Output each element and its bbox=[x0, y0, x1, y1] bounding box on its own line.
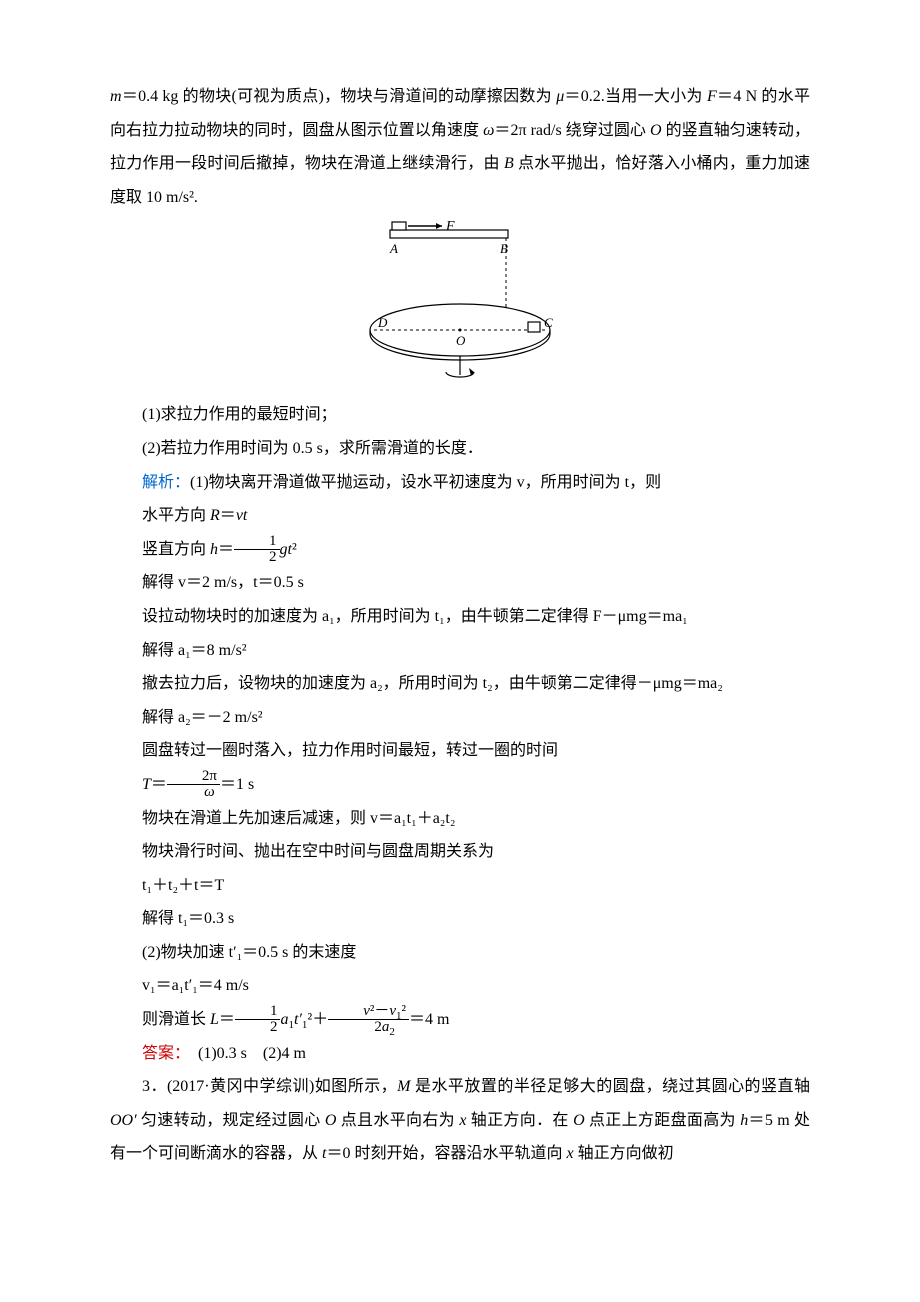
var-O: O bbox=[650, 122, 662, 139]
text: 是水平放置的半径足够大的圆盘，绕过其圆心的竖直轴 bbox=[411, 1078, 810, 1095]
solution-label: 解析： bbox=[142, 474, 190, 491]
label-m: m bbox=[394, 220, 403, 223]
var-O2: O bbox=[573, 1112, 585, 1129]
text: 轴正方向做初 bbox=[574, 1145, 674, 1162]
text: ＝ bbox=[151, 776, 167, 793]
label-D: D bbox=[377, 315, 388, 330]
text: ＋ bbox=[312, 1011, 328, 1028]
label-A: A bbox=[389, 241, 398, 256]
solution-line-14: 解得 t₁＝0.3 s bbox=[110, 902, 810, 936]
var-O: O bbox=[325, 1112, 337, 1129]
text: 轴正方向．在 bbox=[466, 1112, 573, 1129]
var-T: T bbox=[142, 776, 151, 793]
solution-line-6: 解得 a₁＝8 m/s² bbox=[110, 634, 810, 668]
label-F: F bbox=[445, 220, 455, 234]
solution-line-7: 撤去拉力后，设物块的加速度为 a₂，所用时间为 t₂，由牛顿第二定律得－μmg＝… bbox=[110, 667, 810, 701]
sq: ² bbox=[292, 541, 297, 558]
var-F: F bbox=[707, 88, 717, 105]
var-OO: OO′ bbox=[110, 1112, 137, 1129]
solution-line-8: 解得 a₂＝－2 m/s² bbox=[110, 701, 810, 735]
solution-line-1: 解析：(1)物块离开滑道做平抛运动，设水平初速度为 v，所用时间为 t，则 bbox=[110, 466, 810, 500]
text: ＝0.2.当用一大小为 bbox=[564, 88, 707, 105]
var-tp: t′ bbox=[294, 1011, 302, 1028]
solution-line-3: 竖直方向 h＝12gt² bbox=[110, 533, 810, 567]
intro-paragraph: m＝0.4 kg 的物块(可视为质点)，物块与滑道间的动摩擦因数为 μ＝0.2.… bbox=[110, 80, 810, 214]
solution-line-2: 水平方向 R＝vt bbox=[110, 499, 810, 533]
text: ＝0 时刻开始，容器沿水平轨道向 bbox=[326, 1145, 566, 1162]
label-B: B bbox=[500, 241, 508, 256]
solution-line-10: T＝2πω＝1 s bbox=[110, 768, 810, 802]
text: 点正上方距盘面高为 bbox=[585, 1112, 741, 1129]
solution-line-15: (2)物块加速 t′₁＝0.5 s 的末速度 bbox=[110, 936, 810, 970]
text: ＝4 m bbox=[409, 1011, 449, 1028]
var-R: R bbox=[210, 507, 220, 524]
fraction: 12 bbox=[234, 534, 280, 565]
question-2: (2)若拉力作用时间为 0.5 s，求所需滑道的长度． bbox=[110, 432, 810, 466]
solution-line-9: 圆盘转过一圈时落入，拉力作用时间最短，转过一圈的时间 bbox=[110, 734, 810, 768]
var-vt: vt bbox=[236, 507, 248, 524]
text: ＝ bbox=[220, 507, 236, 524]
label-O: O bbox=[456, 333, 466, 348]
var-gt: gt bbox=[280, 541, 292, 558]
text: ＝1 s bbox=[220, 776, 254, 793]
var-h: h bbox=[210, 541, 218, 558]
var-x2: x bbox=[566, 1145, 573, 1162]
var-B: B bbox=[504, 155, 514, 172]
answer-text: (1)0.3 s (2)4 m bbox=[182, 1045, 306, 1062]
text: (1)物块离开滑道做平抛运动，设水平初速度为 v，所用时间为 t，则 bbox=[190, 474, 661, 491]
solution-line-13: t₁＋t₂＋t＝T bbox=[110, 869, 810, 903]
var-m: m bbox=[110, 88, 122, 105]
text: ＝0.4 kg 的物块(可视为质点)，物块与滑道间的动摩擦因数为 bbox=[122, 88, 557, 105]
solution-line-12: 物块滑行时间、抛出在空中时间与圆盘周期关系为 bbox=[110, 835, 810, 869]
fraction: v²－v1²2a2 bbox=[328, 1004, 409, 1035]
text: 水平方向 bbox=[142, 507, 210, 524]
text: 则滑道长 bbox=[142, 1011, 210, 1028]
problem-3: 3．(2017·黄冈中学综训)如图所示，M 是水平放置的半径足够大的圆盘，绕过其… bbox=[110, 1070, 810, 1171]
text: ＝ bbox=[218, 541, 234, 558]
text: 匀速转动，规定经过圆心 bbox=[137, 1112, 325, 1129]
var-M: M bbox=[397, 1078, 410, 1095]
solution-line-11: 物块在滑道上先加速后减速，则 v＝a₁t₁＋a₂t₂ bbox=[110, 802, 810, 836]
text: ＝ bbox=[219, 1011, 235, 1028]
answer-label: 答案： bbox=[142, 1045, 182, 1062]
solution-line-16: v₁＝a₁t′₁＝4 m/s bbox=[110, 969, 810, 1003]
question-1: (1)求拉力作用的最短时间； bbox=[110, 398, 810, 432]
fraction: 12 bbox=[235, 1004, 281, 1035]
text: 3．(2017·黄冈中学综训)如图所示， bbox=[142, 1078, 397, 1095]
answer-line: 答案： (1)0.3 s (2)4 m bbox=[110, 1037, 810, 1071]
text: 竖直方向 bbox=[142, 541, 210, 558]
physics-diagram: m F A B D O C bbox=[350, 220, 570, 390]
text: 点且水平向右为 bbox=[336, 1112, 459, 1129]
text: ＝2π rad/s 绕穿过圆心 bbox=[494, 122, 650, 139]
solution-line-17: 则滑道长 L＝12a1t′1²＋v²－v1²2a2＝4 m bbox=[110, 1003, 810, 1037]
label-C: C bbox=[544, 315, 553, 330]
solution-line-4: 解得 v＝2 m/s，t＝0.5 s bbox=[110, 566, 810, 600]
fraction: 2πω bbox=[167, 769, 220, 800]
solution-line-5: 设拉动物块时的加速度为 a₁，所用时间为 t₁，由牛顿第二定律得 F－μmg＝m… bbox=[110, 600, 810, 634]
var-omega: ω bbox=[483, 122, 494, 139]
var-L: L bbox=[210, 1011, 219, 1028]
